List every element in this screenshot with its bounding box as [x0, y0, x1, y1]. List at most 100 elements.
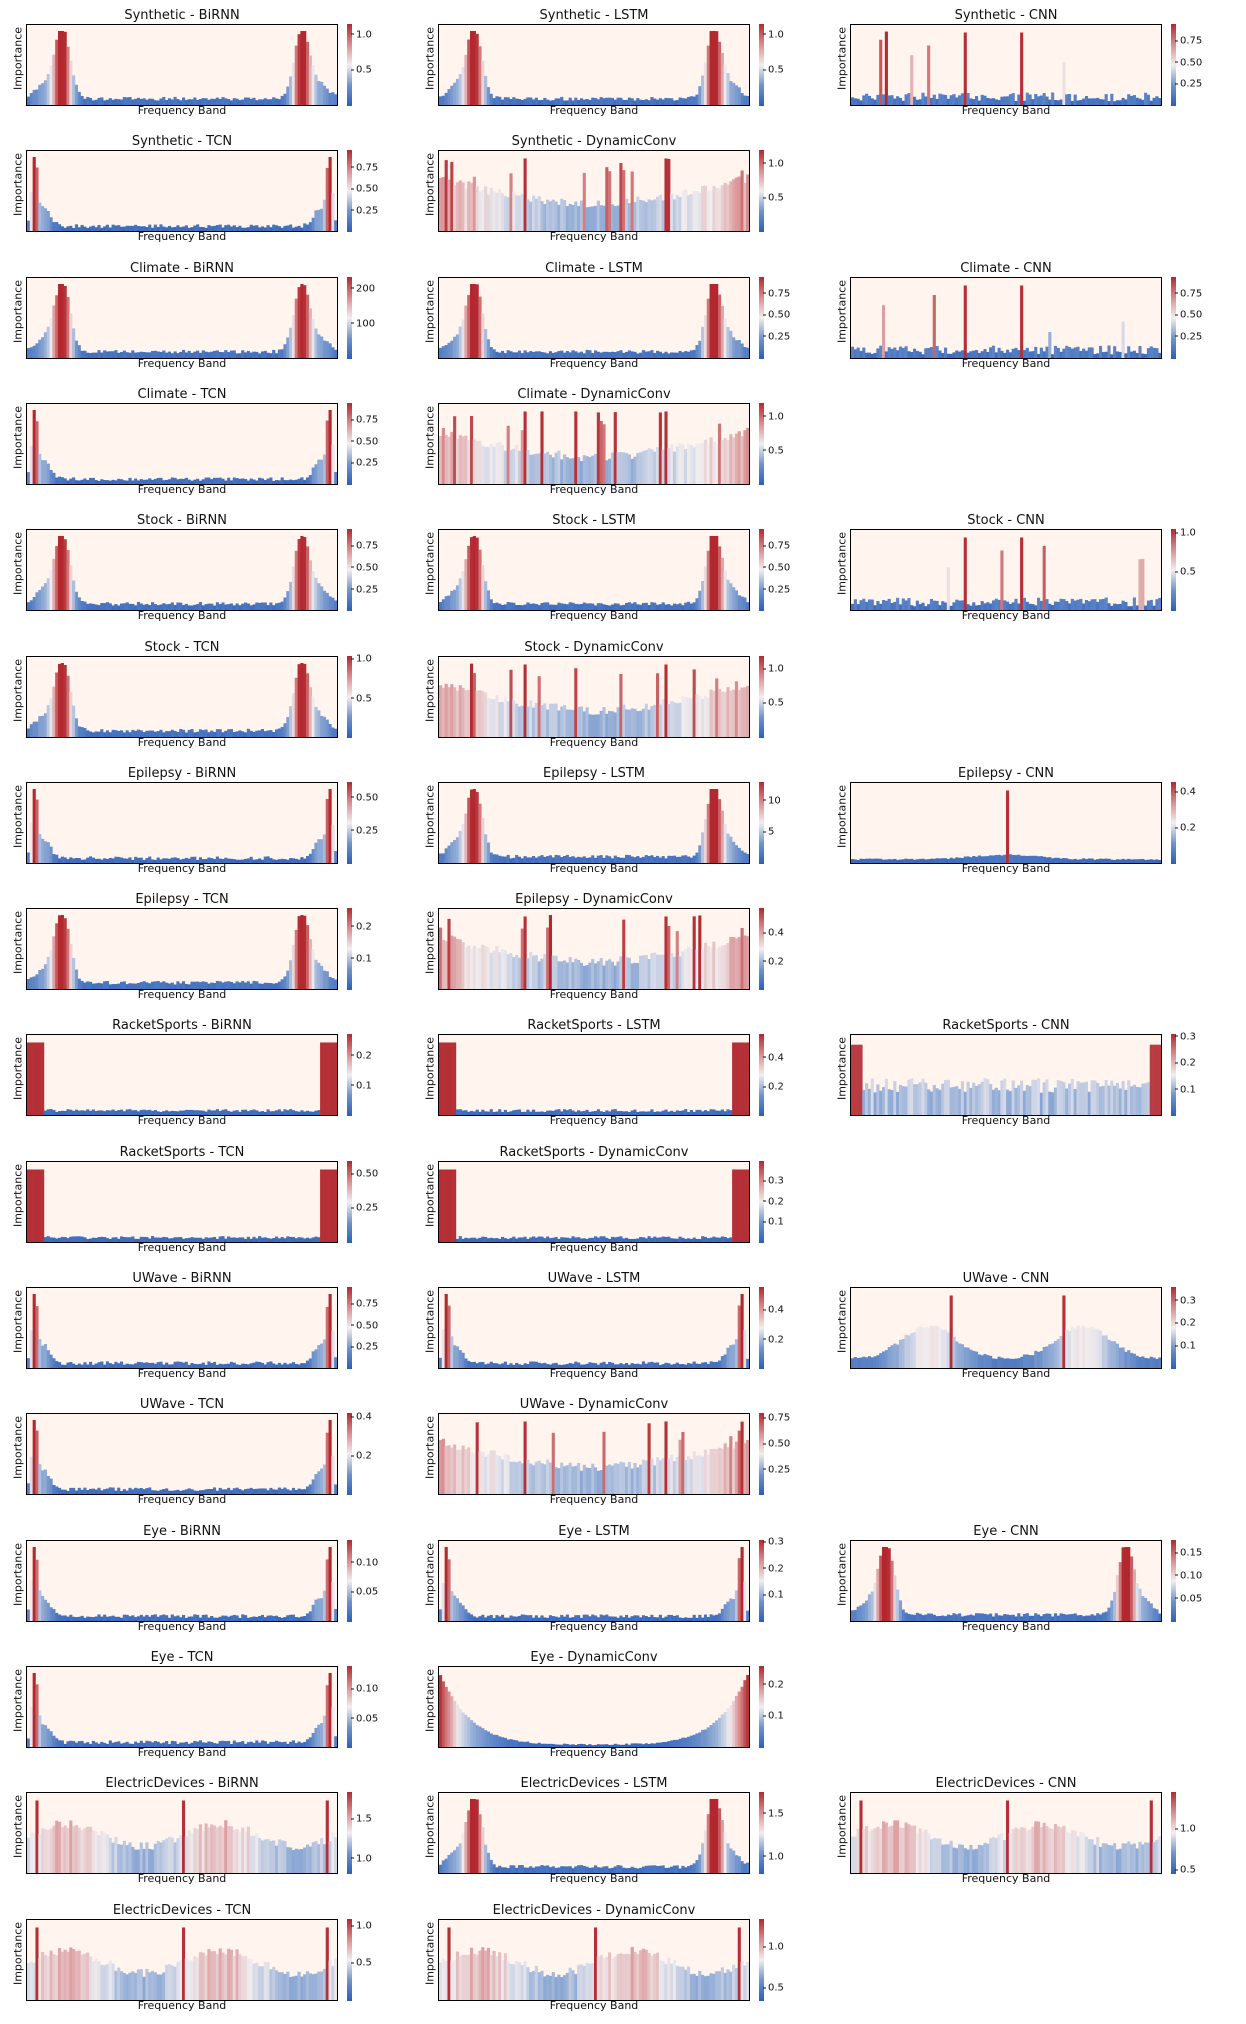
- importance-bar: [43, 712, 48, 737]
- importance-bar: [77, 91, 81, 105]
- importance-bar: [322, 1968, 327, 2000]
- importance-bar: [506, 1238, 510, 1242]
- importance-bar: [481, 565, 485, 611]
- importance-bar: [540, 1970, 544, 2000]
- importance-bar: [692, 191, 696, 232]
- importance-bar: [210, 1489, 214, 1495]
- importance-bar: [588, 857, 592, 863]
- importance-bar: [103, 1489, 107, 1495]
- importance-bar: [94, 1111, 98, 1116]
- importance-bar: [647, 959, 651, 990]
- importance-bar: [128, 1236, 132, 1242]
- importance-bar: [932, 1326, 936, 1368]
- importance-bar: [35, 342, 39, 358]
- importance-bar: [571, 855, 575, 863]
- importance-bar: [120, 227, 124, 232]
- importance-bar: [1118, 1561, 1122, 1621]
- importance-bar: [1152, 97, 1156, 105]
- importance-bar: [215, 350, 219, 358]
- importance-bar: [32, 1294, 36, 1368]
- importance-bar: [286, 1364, 290, 1368]
- y-axis-label: Importance: [835, 279, 849, 343]
- importance-bar: [1090, 599, 1094, 611]
- importance-bar: [266, 1109, 270, 1116]
- importance-bar: [167, 1836, 172, 1874]
- importance-bar: [918, 1613, 922, 1621]
- colorbar-tick-label: 0.50: [768, 309, 791, 321]
- importance-bar: [176, 1743, 180, 1747]
- importance-bar: [997, 1090, 1001, 1116]
- importance-bar: [927, 1613, 931, 1621]
- importance-bar: [526, 1238, 530, 1242]
- importance-bar: [503, 604, 507, 611]
- importance-bar: [263, 1961, 267, 2000]
- importance-bar: [551, 1433, 555, 1495]
- importance-bar: [300, 477, 304, 484]
- importance-bar: [35, 721, 39, 737]
- importance-bar: [32, 976, 36, 990]
- importance-bar: [563, 1616, 567, 1621]
- importance-bar: [639, 955, 643, 990]
- importance-bar: [193, 856, 197, 863]
- importance-bar: [182, 729, 186, 737]
- importance-bar: [235, 98, 239, 105]
- importance-bar: [571, 1363, 575, 1368]
- importance-bar: [734, 1695, 739, 1747]
- importance-bar: [509, 99, 513, 105]
- importance-bar: [1048, 1613, 1052, 1621]
- importance-bar: [308, 1358, 312, 1368]
- importance-bar: [997, 854, 1001, 863]
- importance-bar: [289, 1847, 293, 1874]
- importance-bar: [1059, 99, 1063, 105]
- importance-bar: [591, 1745, 595, 1747]
- importance-bar: [675, 1614, 679, 1621]
- importance-bar: [159, 604, 163, 611]
- importance-bar: [501, 1867, 505, 1874]
- importance-bar: [182, 1490, 186, 1495]
- importance-bar: [1118, 351, 1122, 358]
- importance-bar: [898, 604, 903, 611]
- importance-bar: [610, 1744, 615, 1747]
- importance-bar: [670, 1614, 674, 1621]
- importance-bar: [317, 1844, 321, 1874]
- importance-bar: [314, 1841, 318, 1874]
- importance-bar: [568, 351, 572, 358]
- importance-bar: [105, 225, 110, 232]
- importance-bar: [896, 1820, 900, 1874]
- importance-bar: [591, 1237, 595, 1242]
- importance-bar: [551, 1111, 555, 1116]
- importance-bar: [105, 351, 110, 358]
- importance-bar: [1084, 96, 1089, 105]
- importance-bar: [1068, 94, 1072, 105]
- importance-bar: [232, 605, 236, 611]
- importance-bar: [241, 603, 245, 611]
- importance-bar: [136, 983, 141, 990]
- importance-bar: [255, 1238, 259, 1242]
- importance-bar: [935, 601, 939, 611]
- importance-bar: [306, 855, 310, 863]
- importance-bar: [29, 600, 33, 611]
- importance-bar: [320, 1169, 324, 1242]
- importance-bar: [1042, 1347, 1046, 1368]
- importance-bar: [134, 856, 138, 863]
- importance-bar: [207, 1109, 211, 1116]
- importance-bar: [927, 604, 931, 611]
- importance-bar: [38, 453, 42, 484]
- importance-bar: [103, 603, 107, 611]
- y-axis-label: Importance: [11, 405, 25, 469]
- importance-bar: [672, 1112, 677, 1116]
- importance-bar: [667, 855, 671, 863]
- importance-bar: [69, 1820, 73, 1874]
- y-axis-label: Importance: [11, 1795, 25, 1859]
- importance-bar: [577, 1362, 581, 1368]
- chart-title: RacketSports - BiRNN: [112, 1018, 252, 1034]
- importance-bar: [49, 469, 53, 484]
- importance-bar: [495, 1363, 499, 1368]
- importance-bar: [703, 818, 708, 863]
- importance-bar: [543, 954, 547, 990]
- importance-bar: [69, 1614, 73, 1621]
- importance-bar: [308, 1737, 312, 1747]
- importance-bar: [1045, 1613, 1049, 1621]
- importance-bar: [134, 1110, 138, 1116]
